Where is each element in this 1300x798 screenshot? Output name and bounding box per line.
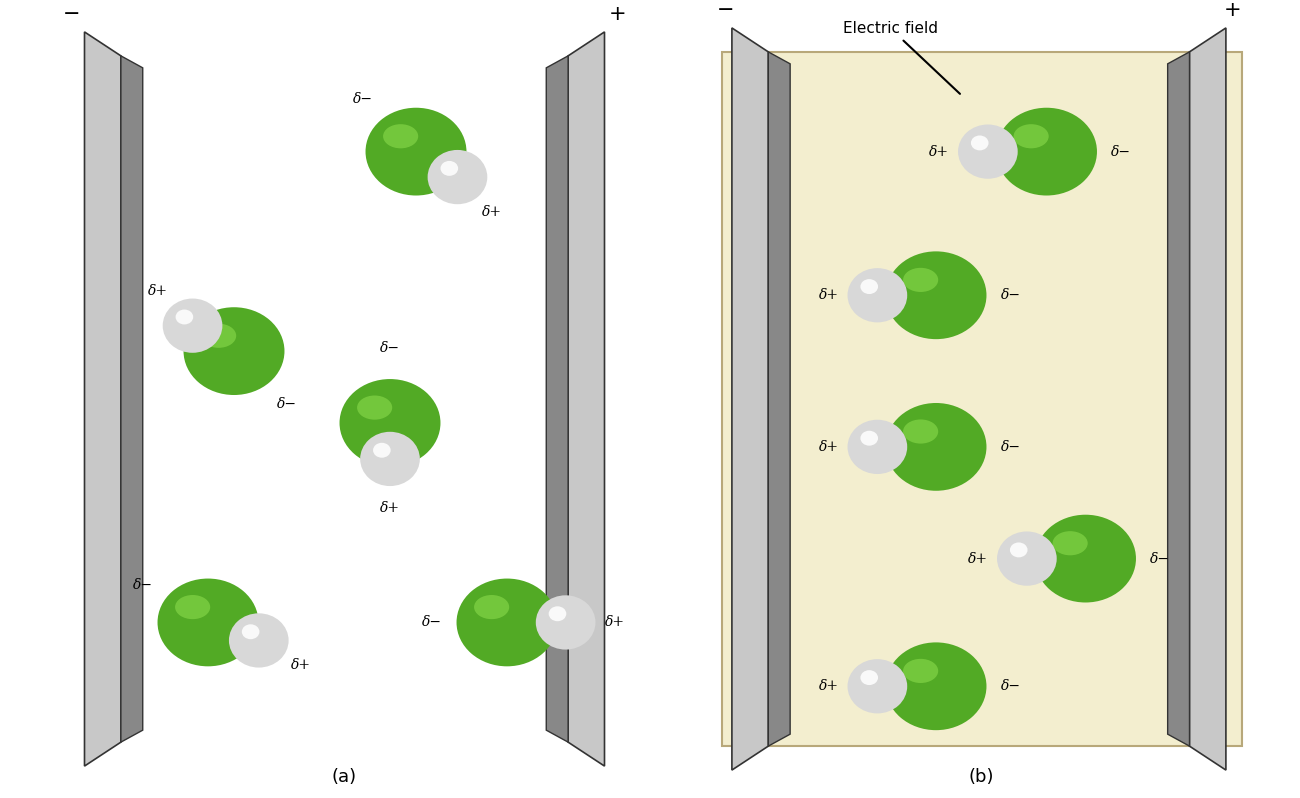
Text: δ+: δ+: [380, 501, 400, 515]
Ellipse shape: [176, 595, 211, 619]
FancyBboxPatch shape: [722, 52, 1242, 746]
Ellipse shape: [176, 310, 194, 325]
Polygon shape: [84, 32, 121, 766]
Ellipse shape: [358, 396, 393, 420]
Ellipse shape: [242, 624, 260, 639]
Text: δ+: δ+: [291, 658, 311, 672]
Ellipse shape: [183, 307, 285, 395]
Polygon shape: [768, 52, 790, 746]
Text: −: −: [62, 4, 81, 24]
Text: δ+: δ+: [604, 615, 624, 630]
Text: (b): (b): [968, 768, 994, 786]
Ellipse shape: [848, 420, 907, 474]
Ellipse shape: [958, 124, 1018, 179]
Text: δ−: δ−: [277, 397, 296, 411]
Ellipse shape: [848, 268, 907, 322]
Ellipse shape: [536, 595, 595, 650]
Ellipse shape: [885, 403, 987, 491]
Polygon shape: [121, 56, 143, 742]
Text: −: −: [716, 0, 734, 20]
Ellipse shape: [229, 614, 289, 668]
Ellipse shape: [1014, 124, 1049, 148]
Text: δ−: δ−: [354, 92, 373, 106]
Text: (a): (a): [332, 768, 358, 786]
Ellipse shape: [997, 531, 1057, 586]
Text: δ+: δ+: [930, 144, 949, 159]
Ellipse shape: [360, 432, 420, 486]
Text: +: +: [1223, 0, 1242, 20]
Ellipse shape: [339, 379, 441, 467]
Text: +: +: [608, 4, 627, 24]
Ellipse shape: [861, 670, 878, 685]
Text: δ−: δ−: [1001, 679, 1020, 693]
Ellipse shape: [157, 579, 259, 666]
Polygon shape: [1167, 52, 1190, 746]
Ellipse shape: [903, 659, 939, 683]
Ellipse shape: [365, 108, 467, 196]
Ellipse shape: [1053, 531, 1088, 555]
Polygon shape: [546, 56, 568, 742]
Ellipse shape: [456, 579, 558, 666]
Polygon shape: [1190, 28, 1226, 770]
Ellipse shape: [848, 659, 907, 713]
Ellipse shape: [549, 606, 567, 621]
Text: δ−: δ−: [1001, 440, 1020, 454]
Polygon shape: [732, 28, 768, 770]
Ellipse shape: [1010, 543, 1027, 557]
Text: δ−: δ−: [1112, 144, 1131, 159]
Ellipse shape: [903, 268, 939, 292]
Ellipse shape: [903, 420, 939, 444]
Ellipse shape: [1035, 515, 1136, 602]
Ellipse shape: [861, 279, 878, 294]
Text: δ+: δ+: [148, 284, 168, 298]
Ellipse shape: [996, 108, 1097, 196]
Ellipse shape: [861, 431, 878, 445]
Text: δ+: δ+: [819, 679, 838, 693]
Text: δ−: δ−: [422, 615, 442, 630]
Ellipse shape: [441, 161, 458, 176]
Text: Electric field: Electric field: [842, 21, 959, 94]
Text: δ+: δ+: [819, 440, 838, 454]
Ellipse shape: [885, 642, 987, 730]
Polygon shape: [568, 32, 604, 766]
Text: δ+: δ+: [819, 288, 838, 302]
Ellipse shape: [384, 124, 419, 148]
Text: δ−: δ−: [1001, 288, 1020, 302]
Ellipse shape: [428, 150, 488, 204]
Ellipse shape: [373, 443, 391, 458]
Text: δ+: δ+: [482, 204, 502, 219]
Ellipse shape: [474, 595, 510, 619]
Text: δ−: δ−: [134, 578, 153, 592]
Text: δ+: δ+: [968, 551, 988, 566]
Ellipse shape: [971, 136, 988, 150]
Ellipse shape: [162, 298, 222, 353]
Ellipse shape: [202, 324, 237, 348]
Ellipse shape: [885, 251, 987, 339]
Text: δ−: δ−: [380, 342, 400, 355]
Text: δ−: δ−: [1150, 551, 1170, 566]
